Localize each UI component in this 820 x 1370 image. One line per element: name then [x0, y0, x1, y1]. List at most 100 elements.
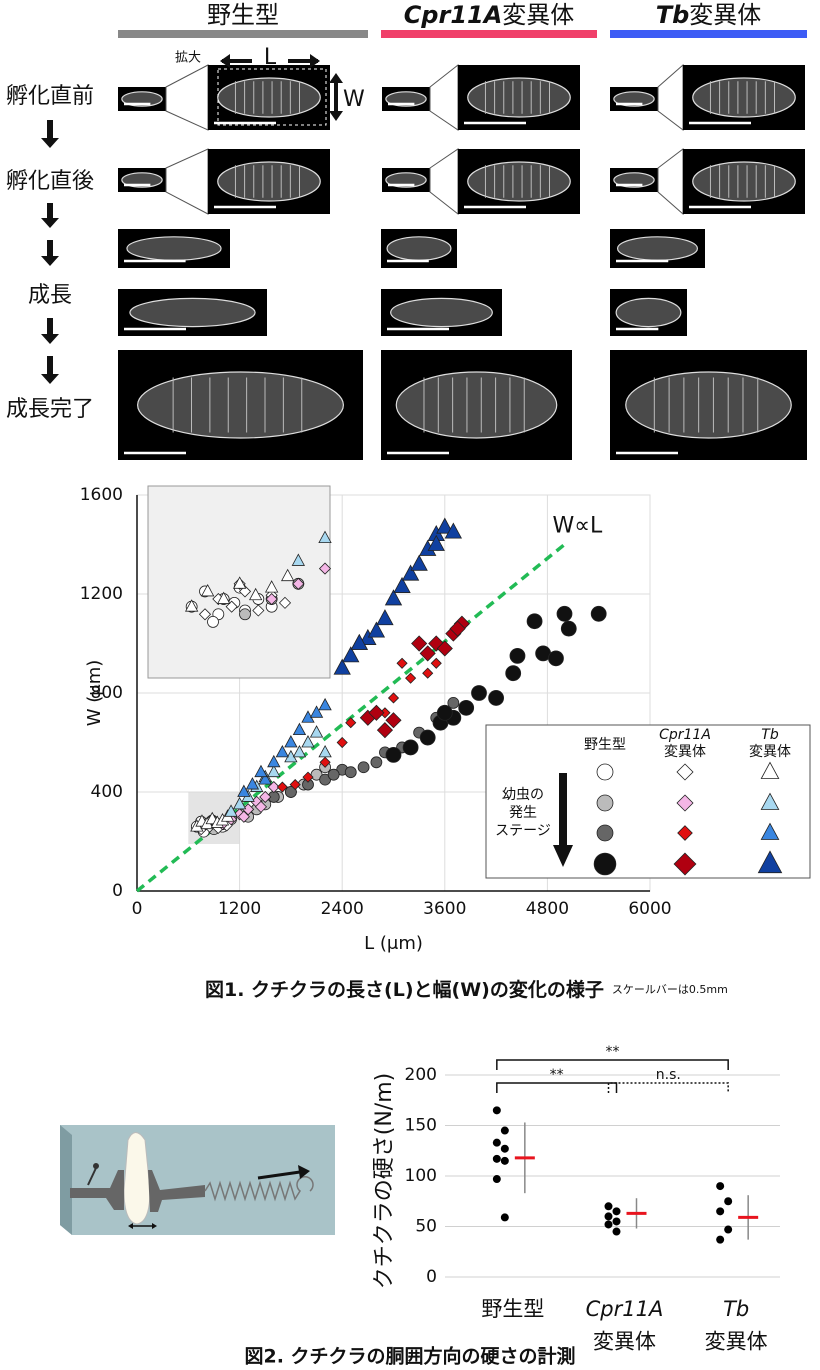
point: [612, 1227, 621, 1236]
y-tick-label: 0: [112, 881, 123, 901]
measure-box: [217, 68, 327, 126]
y-tick-label: 100: [405, 1166, 437, 1186]
larva-image: [613, 91, 655, 107]
point: [760, 792, 780, 810]
point: [505, 665, 522, 682]
point: [385, 746, 402, 763]
text-part: 図1. クチクラの長さ(L)と幅(W)の変化の様子: [205, 978, 604, 1001]
point: [444, 522, 463, 539]
larva-image: [625, 371, 792, 439]
point: [224, 804, 238, 817]
point: [419, 645, 436, 662]
x-tick-label: 3600: [423, 899, 466, 919]
y-axis-label: クチクラの硬さ(N/m): [372, 1073, 397, 1289]
point: [275, 744, 290, 758]
text-part: 変異体: [689, 1, 761, 29]
point: [284, 735, 298, 748]
larva-image: [385, 91, 427, 107]
text-part: Tb: [656, 1, 690, 29]
column-header: 野生型: [207, 1, 279, 29]
point: [590, 605, 607, 622]
larva-image: [692, 77, 796, 118]
pull-arrow-head: [298, 1165, 310, 1179]
point: [292, 722, 307, 736]
point: [716, 1182, 725, 1191]
point: [252, 604, 265, 617]
text-part: 野生型: [481, 1297, 544, 1321]
zoom-lines: [429, 63, 459, 131]
figure-caption: 図2. クチクラの胴囲方向の硬さの計測: [244, 1345, 575, 1368]
point: [309, 705, 324, 718]
x-tick-label: 2400: [321, 899, 364, 919]
point: [342, 646, 360, 663]
larva-image: [615, 297, 682, 328]
point: [302, 771, 314, 783]
point: [411, 635, 428, 652]
point: [198, 608, 212, 621]
point: [757, 850, 783, 874]
column-header: Tb変異体: [656, 1, 762, 29]
significance-label: **: [606, 1044, 620, 1060]
point: [309, 725, 324, 738]
x-tick-label: 6000: [628, 899, 671, 919]
point: [593, 852, 617, 876]
trend-label: W∝L: [553, 514, 603, 539]
length-heads: [220, 54, 320, 68]
stage-arrow: [41, 240, 59, 266]
pin: [87, 1167, 97, 1186]
point: [387, 692, 400, 704]
larva-image: [692, 161, 796, 202]
point: [237, 784, 251, 797]
figure-caption: 図1. クチクラの長さ(L)と幅(W)の変化の様子 スケールバーは0.5mm: [205, 978, 728, 1001]
text-part: 変異体: [502, 1, 574, 29]
larva-image: [121, 172, 163, 188]
point: [447, 697, 460, 709]
pin-head: [93, 1163, 99, 1169]
point: [548, 650, 564, 667]
legend-header: Cpr11A: [659, 727, 711, 743]
point: [318, 744, 332, 758]
point: [612, 1207, 621, 1216]
point: [367, 621, 386, 638]
point: [385, 712, 402, 729]
point: [278, 596, 292, 609]
point: [284, 786, 297, 798]
x-tick-label: Cpr11A: [586, 1297, 664, 1321]
point: [264, 580, 279, 593]
point: [291, 553, 306, 566]
point: [301, 735, 315, 748]
point: [604, 1212, 613, 1221]
significance-label: **: [550, 1067, 564, 1083]
point: [436, 640, 453, 657]
significance-bracket: [496, 1059, 729, 1070]
y-tick-label: 0: [426, 1267, 437, 1287]
column-bar: [610, 30, 807, 38]
point: [458, 699, 475, 716]
point: [239, 608, 251, 621]
row-label: 孵化直前: [6, 84, 94, 109]
point: [405, 672, 417, 684]
point: [267, 764, 281, 778]
point: [430, 657, 442, 669]
point: [232, 796, 247, 810]
point: [248, 587, 263, 601]
stage-arrow: [41, 356, 59, 384]
length-label: L: [264, 45, 277, 70]
legend-header: 変異体: [664, 744, 706, 760]
point: [368, 704, 385, 721]
point: [207, 616, 219, 628]
point: [327, 768, 340, 781]
point: [396, 657, 408, 669]
point: [604, 1202, 613, 1211]
y-tick-label: 200: [405, 1065, 437, 1085]
left-grip: [70, 1170, 124, 1210]
point: [384, 589, 403, 606]
row-label: 成長: [28, 283, 72, 308]
column-bar: [118, 30, 368, 38]
point: [259, 790, 272, 804]
larva: [123, 1132, 151, 1225]
zoom-lines: [165, 64, 209, 131]
point: [560, 620, 577, 637]
plate: [60, 1125, 335, 1235]
point: [716, 1207, 725, 1216]
